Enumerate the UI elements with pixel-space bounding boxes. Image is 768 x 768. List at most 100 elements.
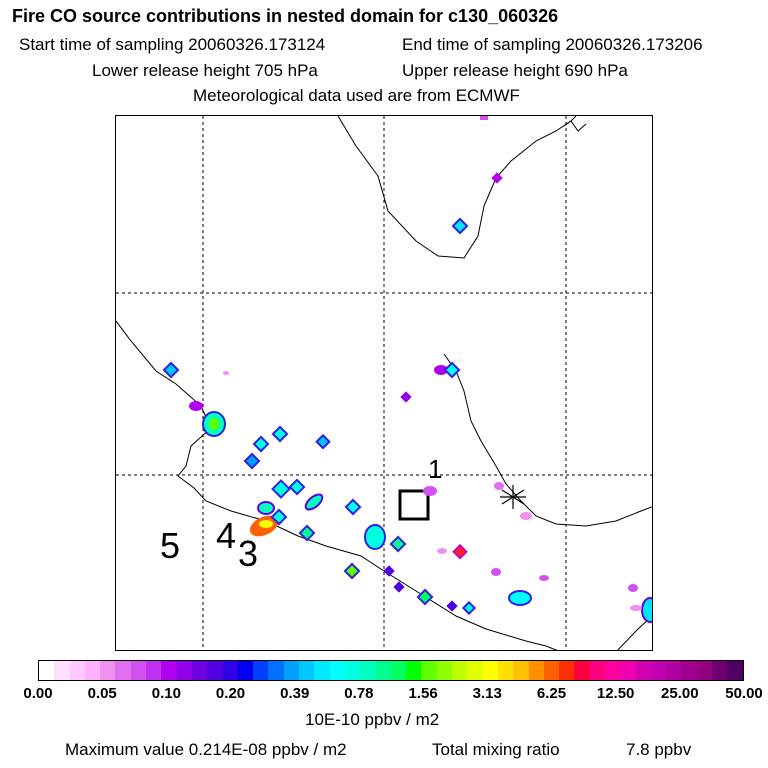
color-scale-tick-label: 0.20 (215, 685, 246, 702)
color-scale-tick-label: 0.10 (151, 685, 181, 702)
map-panel: 1 3 4 5 (115, 115, 653, 651)
color-scale-swatch (528, 661, 544, 680)
color-scale-swatch (375, 661, 391, 680)
color-scale-swatch (467, 661, 483, 680)
spot (451, 217, 469, 235)
spot (257, 501, 275, 515)
spot (315, 433, 331, 450)
spot (400, 391, 412, 403)
spot (491, 172, 503, 184)
spot (520, 512, 532, 520)
met-data-text: Meteorological data used are from ECMWF (193, 86, 520, 105)
spot (452, 543, 468, 560)
maximum-value-text: Maximum value 0.214E-08 ppbv / m2 (65, 740, 347, 759)
spot (243, 452, 261, 470)
color-scale-swatch (543, 661, 560, 680)
color-scale-swatch (39, 661, 55, 680)
map-label-4: 4 (216, 515, 236, 556)
color-scale-tick-label: 6.25 (536, 685, 567, 702)
spot (461, 600, 477, 616)
color-scale-swatch (589, 661, 605, 680)
spot (223, 371, 229, 375)
units-label: 10E-10 ppbv / m2 (305, 710, 440, 729)
color-scale-swatch (650, 661, 667, 680)
color-scale-swatch (559, 661, 575, 680)
spot (344, 498, 362, 516)
spot (508, 590, 532, 606)
map-label-5: 5 (160, 525, 180, 566)
color-scale-swatch (497, 661, 514, 680)
color-scale-tick-label: 1.56 (408, 685, 438, 702)
color-scale-swatch (130, 661, 147, 680)
color-scale-swatch (436, 661, 453, 680)
color-scale-swatch (604, 661, 621, 680)
plot-title: Fire CO source contributions in nested d… (12, 6, 559, 26)
color-scale-swatch (635, 661, 651, 680)
color-scale-swatch (115, 661, 131, 680)
color-scale-swatch (253, 661, 269, 680)
color-scale-swatch (727, 661, 743, 680)
spot (393, 581, 405, 593)
color-scale-swatch (620, 661, 636, 680)
spot (343, 562, 361, 580)
spot (539, 575, 549, 581)
spot (304, 493, 324, 511)
spot (434, 365, 448, 375)
spot (491, 568, 501, 576)
color-scale-swatch (344, 661, 361, 680)
color-scale-tick-label: 0.00 (23, 685, 53, 702)
color-scale-swatch (390, 661, 407, 680)
concentration-spots (162, 116, 652, 623)
start-sampling-text: Start time of sampling 20060326.173124 (19, 35, 326, 54)
color-scale-swatch (268, 661, 284, 680)
spot (383, 565, 395, 577)
map-number-labels: 1 3 4 5 (160, 454, 442, 574)
color-scale-tick-label: 0.05 (87, 685, 117, 702)
color-scale-swatch (100, 661, 116, 680)
color-scale-swatch (283, 661, 300, 680)
spot (298, 524, 316, 542)
color-scale-swatch (54, 661, 70, 680)
spot (443, 361, 461, 379)
spot (271, 479, 291, 499)
color-scale-swatch (482, 661, 498, 680)
spot (416, 588, 434, 606)
spot (437, 548, 447, 554)
spot (628, 584, 638, 592)
color-scale-swatch (207, 661, 223, 680)
color-scale-swatch (574, 661, 590, 680)
color-scale-tick-label: 3.13 (472, 685, 502, 702)
spot (446, 600, 458, 612)
color-scale-swatch (421, 661, 437, 680)
color-scale-swatch (329, 661, 345, 680)
color-scale-swatch (696, 661, 713, 680)
spot (162, 361, 180, 379)
spot (389, 535, 407, 553)
spot (630, 605, 642, 611)
upper-release-text: Upper release height 690 hPa (402, 61, 628, 80)
spot (364, 524, 386, 550)
spot (249, 515, 279, 537)
spot (271, 425, 289, 443)
color-scale-swatch (712, 661, 728, 680)
color-scale-swatch (237, 661, 254, 680)
color-scale-tick-label: 50.00 (725, 685, 763, 702)
spot (494, 482, 504, 490)
color-scale-swatch (314, 661, 330, 680)
color-scale-swatch (513, 661, 529, 680)
spot (189, 401, 203, 411)
color-scale-tick-label: 0.39 (280, 685, 310, 702)
lower-release-text: Lower release height 705 hPa (92, 61, 318, 80)
color-scale-tick-label: 25.00 (661, 685, 699, 702)
spot (252, 435, 270, 453)
color-scale-swatch (299, 661, 315, 680)
spot (288, 478, 306, 496)
color-scale-tick-label: 0.78 (344, 685, 374, 702)
color-scale-swatch (406, 661, 422, 680)
color-scale-swatch (146, 661, 162, 680)
color-scale-swatch (176, 661, 192, 680)
color-scale-swatch (84, 661, 101, 680)
map-label-1: 1 (428, 454, 442, 484)
color-scale-swatch (161, 661, 177, 680)
spot (480, 116, 488, 120)
